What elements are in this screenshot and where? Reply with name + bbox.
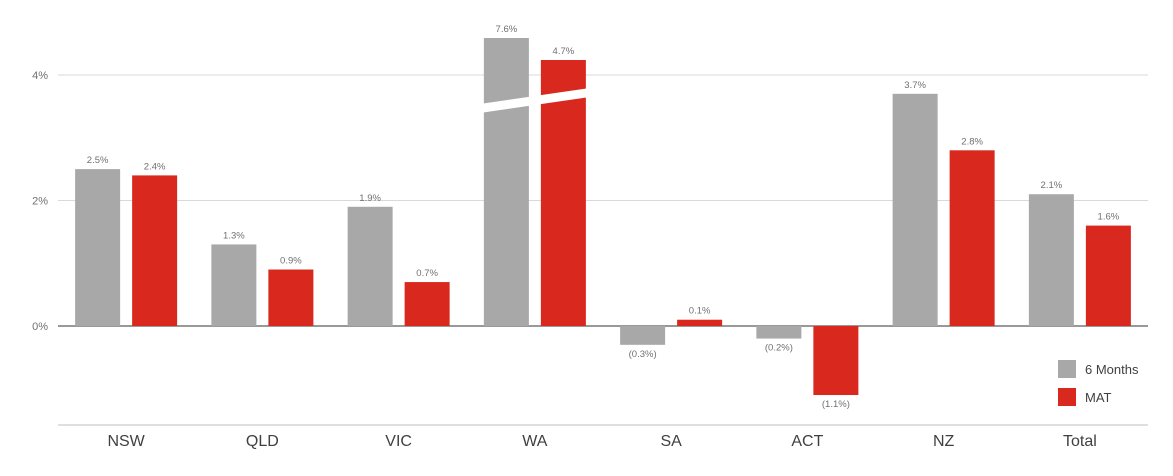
legend-label: MAT <box>1085 390 1112 405</box>
legend-swatch-6-months <box>1058 360 1076 378</box>
bars <box>75 38 1131 396</box>
data-label: (0.3%) <box>629 349 657 360</box>
data-label: 0.9% <box>280 256 302 267</box>
data-label: 2.5% <box>87 155 109 166</box>
bar-mat <box>404 282 450 326</box>
data-label: 2.1% <box>1041 180 1063 191</box>
category-label: SA <box>660 433 682 450</box>
bar-mat <box>268 269 314 326</box>
y-tick-label: 0% <box>32 321 48 333</box>
category-label: Total <box>1063 433 1097 450</box>
bar-6-months <box>211 244 257 326</box>
data-label: (1.1%) <box>822 399 850 410</box>
category-label: VIC <box>385 433 412 450</box>
bar-mat <box>132 175 178 326</box>
data-label: 0.7% <box>416 268 438 279</box>
data-labels: 2.5% 2.4% 1.3% 0.9% 1.9% 0.7% 7.6% 4.7% (0.3%) 0.… <box>87 24 1120 410</box>
bar-6-months <box>483 38 529 326</box>
bar-mat <box>1085 225 1131 326</box>
category-labels: NSW QLD VIC WA SA ACT NZ Total <box>107 433 1096 450</box>
data-label: 1.9% <box>359 193 381 204</box>
bar-mat <box>540 60 586 326</box>
category-label: NZ <box>933 433 955 450</box>
data-label: 2.4% <box>144 161 166 172</box>
y-axis-ticks: 0% 2% 4% <box>32 70 48 333</box>
category-label: WA <box>522 433 548 450</box>
data-label: 1.6% <box>1098 212 1120 223</box>
legend: 6 Months MAT <box>1058 360 1139 406</box>
bar-mat <box>949 150 995 326</box>
y-tick-label: 2% <box>32 196 48 208</box>
bar-6-months <box>1028 194 1074 326</box>
category-label: NSW <box>107 433 145 450</box>
bar-6-months <box>892 93 938 326</box>
legend-swatch-mat <box>1058 388 1076 406</box>
legend-label: 6 Months <box>1085 362 1139 377</box>
data-label: 3.7% <box>904 80 926 91</box>
data-label: 4.7% <box>553 46 575 57</box>
data-label: 0.1% <box>689 306 711 317</box>
bar-6-months <box>347 206 393 326</box>
bar-mat <box>677 319 723 326</box>
data-label: 1.3% <box>223 230 245 241</box>
y-tick-label: 4% <box>32 70 48 82</box>
data-label: 2.8% <box>961 136 983 147</box>
data-label: (0.2%) <box>765 343 793 354</box>
bar-6-months <box>756 326 802 339</box>
category-label: ACT <box>791 433 823 450</box>
bar-6-months <box>620 326 666 345</box>
category-label: QLD <box>246 433 279 450</box>
bar-mat <box>813 326 859 396</box>
data-label: 7.6% <box>496 24 518 35</box>
bar-6-months <box>75 169 121 326</box>
axis-break-mark <box>479 88 590 113</box>
